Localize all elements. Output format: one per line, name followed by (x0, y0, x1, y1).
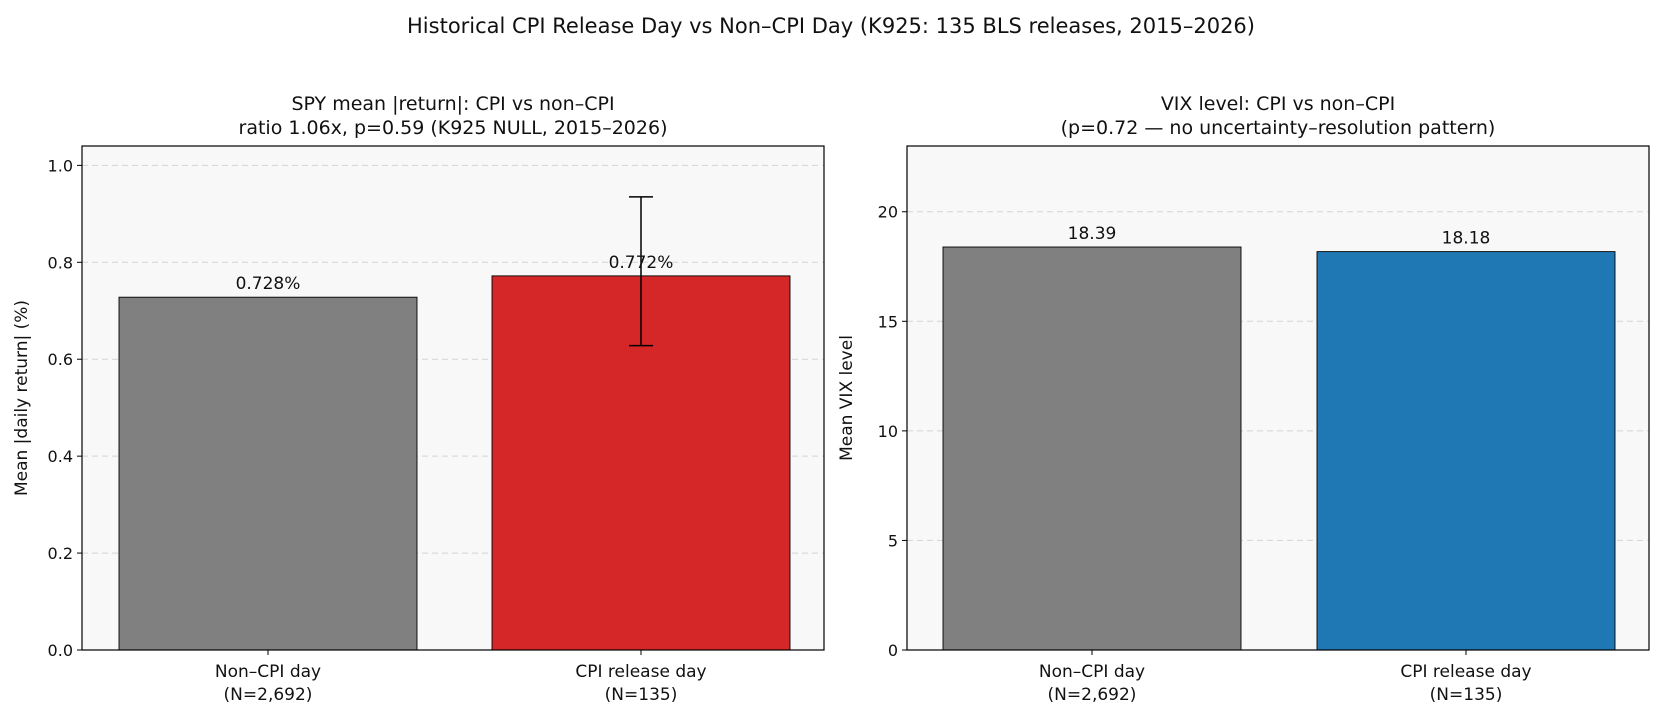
y-tick-label: 20 (878, 203, 898, 222)
panel-spy-abs-return: 0.728% 0.772% 0.0 0.2 0.4 0.6 0.8 1.0 Non–CPI da… (12, 93, 825, 705)
axes-frame (81, 145, 825, 651)
x-tick-label-count: (N=135) (1430, 685, 1503, 705)
panel-title-line2: ratio 1.06x, p=0.59 (K925 NULL, 2015–202… (239, 117, 668, 139)
y-tick-label: 10 (878, 422, 898, 441)
y-tick-label: 0.6 (48, 350, 73, 369)
data-label: 0.772% (609, 253, 674, 273)
y-tick-label: 0.0 (48, 641, 73, 660)
bar (1316, 251, 1616, 651)
x-tick-label: CPI release day (1400, 662, 1531, 682)
y-tick-label: 1.0 (48, 156, 73, 175)
x-tick-label: Non–CPI day (215, 662, 321, 682)
y-tick-label: 0 (888, 641, 898, 660)
y-axis-label: Mean VIX level (837, 335, 857, 461)
panel-vix-level: 18.39 18.18 0 5 10 15 20 Non–CPI day (N=2,692) CP… (837, 93, 1650, 705)
data-label: 18.18 (1442, 229, 1491, 249)
y-axis-label: Mean |daily return| (%) (12, 300, 32, 496)
data-label: 0.728% (236, 274, 301, 294)
axes-frame (906, 145, 1650, 651)
panel-title-line1: VIX level: CPI vs non–CPI (1161, 93, 1395, 115)
bar (118, 296, 418, 651)
figure-suptitle: Historical CPI Release Day vs Non–CPI Da… (407, 14, 1255, 38)
y-tick-label: 0.4 (48, 447, 73, 466)
data-label: 18.39 (1068, 224, 1117, 244)
x-tick-label: CPI release day (575, 662, 706, 682)
panel-title-line2: (p=0.72 — no uncertainty–resolution patt… (1061, 117, 1496, 139)
panel-title-line1: SPY mean |return|: CPI vs non–CPI (291, 93, 614, 115)
y-tick-label: 0.2 (48, 544, 73, 563)
y-tick-label: 0.8 (48, 253, 73, 272)
x-tick-label-count: (N=135) (605, 685, 678, 705)
x-tick-label-count: (N=2,692) (1048, 685, 1137, 705)
bar (942, 246, 1242, 651)
y-tick-label: 5 (888, 531, 898, 550)
x-tick-label: Non–CPI day (1039, 662, 1145, 682)
x-tick-label-count: (N=2,692) (224, 685, 313, 705)
y-tick-label: 15 (878, 312, 898, 331)
